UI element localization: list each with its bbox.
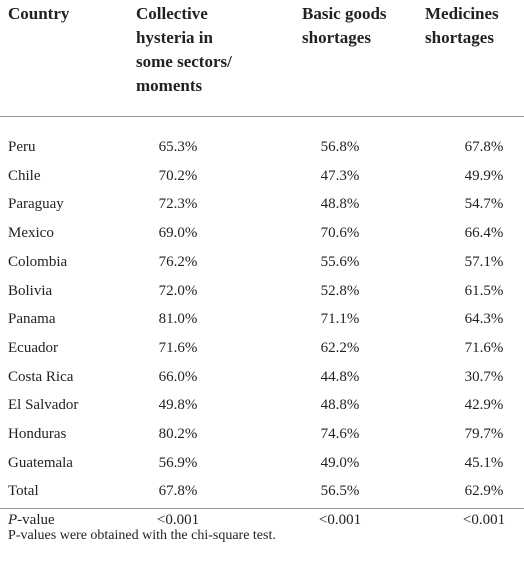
row-label: Panama (8, 311, 56, 328)
cell-value: 56.9% (158, 454, 198, 471)
cell-value: 81.0% (158, 311, 198, 328)
cell-value: 48.8% (320, 196, 360, 213)
cell-value: 62.9% (464, 483, 504, 500)
cell-value: 67.8% (464, 139, 504, 155)
cell-value: 70.6% (320, 225, 360, 242)
row-label: Bolivia (8, 282, 53, 299)
column-header: Medicines shortages (425, 4, 499, 47)
cell-value: 45.1% (464, 454, 504, 471)
row-label: Costa Rica (8, 368, 74, 385)
cell-value: 79.7% (464, 426, 504, 442)
cell-value: 61.5% (464, 282, 504, 299)
column-header: Collective hysteria in some sectors/ mom… (136, 4, 232, 95)
cell-value: 72.3% (158, 196, 198, 213)
cell-value: 76.2% (158, 253, 198, 270)
cell-value: 55.6% (320, 253, 360, 270)
cell-value: 49.0% (320, 454, 360, 471)
cell-value: 65.3% (158, 139, 198, 155)
row-label: El Salvador (8, 397, 79, 414)
row-label: Peru (8, 139, 36, 155)
column-header: Country (8, 4, 70, 23)
cell-value: 66.0% (158, 368, 198, 385)
cell-value: 71.6% (464, 339, 504, 356)
footnote: P-values were obtained with the chi-squa… (8, 528, 276, 543)
row-label: Colombia (8, 253, 68, 270)
cell-value: 44.8% (320, 368, 360, 385)
cell-value: 74.6% (320, 426, 360, 442)
row-label: P-value (8, 512, 55, 529)
row-label: Honduras (8, 426, 67, 442)
cell-value: 42.9% (464, 397, 504, 414)
cell-value: <0.001 (318, 512, 362, 529)
cell-value: 56.5% (320, 483, 360, 500)
cell-value: 49.8% (158, 397, 198, 414)
cell-value: 80.2% (158, 426, 198, 442)
cell-value: 71.6% (158, 339, 198, 356)
row-label: Mexico (8, 225, 54, 242)
row-label: Total (8, 483, 39, 500)
cell-value: <0.001 (462, 512, 506, 529)
cell-value: 70.2% (158, 167, 198, 184)
cell-value: 47.3% (320, 167, 360, 184)
cell-value: 49.9% (464, 167, 504, 184)
column-header: Basic goods shortages (302, 4, 387, 47)
bottom-rule (0, 508, 524, 509)
header-rule (0, 116, 524, 117)
row-label: Paraguay (8, 196, 64, 213)
cell-value: 30.7% (464, 368, 504, 385)
cell-value: 72.0% (158, 282, 198, 299)
cell-value: 48.8% (320, 397, 360, 414)
cell-value: 56.8% (320, 139, 360, 155)
cell-value: 67.8% (158, 483, 198, 500)
cell-value: 52.8% (320, 282, 360, 299)
cell-value: 57.1% (464, 253, 504, 270)
row-label: Chile (8, 167, 41, 184)
cell-value: 62.2% (320, 339, 360, 356)
row-label: Ecuador (8, 339, 58, 356)
row-label: Guatemala (8, 454, 73, 471)
cell-value: 71.1% (320, 311, 360, 328)
cell-value: 64.3% (464, 311, 504, 328)
cell-value: <0.001 (156, 512, 200, 529)
cell-value: 66.4% (464, 225, 504, 242)
cell-value: 69.0% (158, 225, 198, 242)
cell-value: 54.7% (464, 196, 504, 213)
